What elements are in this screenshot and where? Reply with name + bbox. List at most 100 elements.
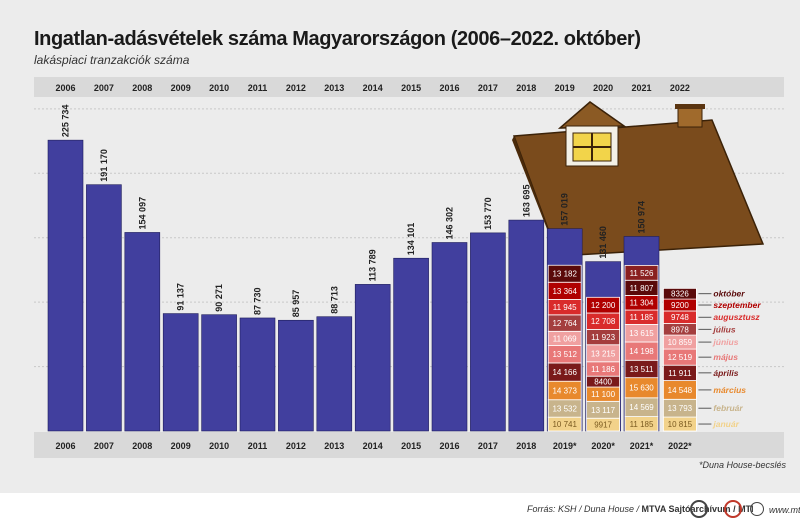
bar-value-label: 87 730	[253, 287, 263, 315]
segment-value-label: 9917	[594, 421, 612, 430]
legend-item: március	[713, 385, 746, 395]
segment-value-label: 13 511	[630, 365, 654, 374]
segment-value-label: 11 185	[630, 313, 654, 322]
bar-value-label: 150 974	[637, 201, 647, 234]
segment-value-label: 13 364	[552, 287, 577, 296]
segment-value-label: 11 304	[630, 299, 654, 308]
legend-item: július	[712, 324, 735, 334]
year-label-top: 2009	[171, 83, 191, 93]
bar	[393, 257, 429, 432]
year-label-top: 2022	[670, 83, 690, 93]
segment-value-label: 11 186	[591, 365, 615, 374]
year-label-top: 2008	[132, 83, 152, 93]
bar-value-label: 163 695	[521, 185, 531, 218]
year-label-top: 2010	[209, 83, 229, 93]
bar-value-label: 88 713	[329, 286, 339, 314]
bar	[201, 314, 237, 432]
stack-segment	[586, 296, 620, 314]
year-label-top: 2012	[286, 83, 306, 93]
legend-item: május	[713, 352, 738, 362]
segment-value-label: 11 807	[630, 284, 654, 293]
source-line: Forrás: KSH / Duna House / MTVA Sajtóarc…	[527, 504, 754, 514]
year-label-bottom: 2011	[248, 441, 268, 451]
segment-value-label: 15 630	[629, 384, 654, 393]
top-year-band	[34, 77, 784, 97]
segment-value-label: 13 117	[591, 406, 615, 415]
stack-segment	[624, 264, 659, 281]
footnote: *Duna House-becslés	[698, 460, 786, 470]
bar-value-label: 134 101	[406, 223, 416, 256]
chart-subtitle: lakáspiaci tranzakciók száma	[34, 53, 190, 67]
segment-value-label: 13 615	[629, 329, 654, 338]
dormer-roof	[557, 101, 627, 129]
bar	[354, 284, 391, 432]
segment-value-label: 11 069	[553, 334, 577, 343]
segment-value-label: 13 793	[668, 404, 693, 413]
mti-logo-icon	[724, 500, 742, 518]
segment-value-label: 9748	[671, 313, 689, 322]
year-label-bottom: 2013	[324, 441, 344, 451]
segment-value-label: 11 185	[630, 420, 654, 429]
year-label-bottom: 2015	[401, 441, 421, 451]
year-label-top: 2019	[555, 83, 575, 93]
bottom-year-band	[34, 432, 784, 458]
segment-value-label: 11 100	[591, 390, 615, 399]
segment-value-label: 11 526	[630, 269, 654, 278]
segment-value-label: 10 815	[668, 420, 693, 429]
year-label-top: 2017	[478, 83, 498, 93]
segment-value-label: 11 945	[553, 303, 577, 312]
website-link[interactable]: www.mti.hu	[769, 505, 800, 515]
year-label-bottom: 2016	[439, 441, 459, 451]
bar	[278, 319, 314, 432]
house-roof-illustration	[512, 101, 765, 262]
segment-value-label: 14 548	[668, 386, 693, 395]
legend-item: január	[712, 419, 739, 429]
segment-value-label: 12 519	[668, 353, 693, 362]
bar-value-label: 131 460	[598, 226, 608, 259]
legend-item: szeptember	[713, 300, 761, 310]
year-label-bottom: 2014	[363, 441, 383, 451]
stack-segment	[663, 287, 697, 300]
legend-item: augusztusz	[713, 312, 760, 322]
segment-value-label: 8978	[671, 325, 689, 334]
year-label-bottom: 2017	[478, 441, 498, 451]
footer-bar	[0, 493, 800, 523]
year-label-top: 2020	[593, 83, 613, 93]
bar	[470, 232, 506, 432]
legend-item: október	[713, 289, 745, 299]
chimney-top	[675, 104, 705, 109]
year-label-top: 2015	[401, 83, 421, 93]
bar-value-label: 154 097	[137, 197, 147, 230]
segment-value-label: 13 532	[552, 404, 577, 413]
bar	[86, 184, 122, 432]
segment-value-label: 8326	[671, 290, 689, 299]
year-label-bottom: 2008	[132, 441, 152, 451]
segment-value-label: 13 512	[552, 350, 577, 359]
legend-item: április	[713, 368, 738, 378]
year-label-bottom: 2021*	[630, 441, 654, 451]
source-prefix: Forrás: KSH / Duna House /	[527, 504, 642, 514]
segment-value-label: 10 859	[668, 338, 693, 347]
year-label-top: 2018	[516, 83, 536, 93]
bar	[47, 139, 84, 432]
year-label-top: 2007	[94, 83, 114, 93]
segment-value-label: 13 215	[591, 349, 616, 358]
segment-value-label: 14 198	[629, 347, 654, 356]
year-label-bottom: 2007	[94, 441, 114, 451]
legend-item: február	[713, 403, 743, 413]
segment-value-label: 14 373	[552, 386, 577, 395]
globe-icon	[750, 502, 764, 516]
bar	[162, 313, 199, 432]
bar	[124, 232, 161, 432]
year-label-bottom: 2018	[516, 441, 536, 451]
year-label-bottom: 2006	[55, 441, 75, 451]
segment-value-label: 14 569	[629, 403, 654, 412]
year-label-bottom: 2010	[209, 441, 229, 451]
year-label-top: 2013	[324, 83, 344, 93]
segment-value-label: 12 764	[552, 319, 577, 328]
segment-value-label: 14 166	[552, 368, 577, 377]
segment-value-label: 9200	[671, 301, 689, 310]
bar-value-label: 146 302	[445, 207, 455, 240]
bar-value-label: 153 770	[483, 197, 493, 230]
